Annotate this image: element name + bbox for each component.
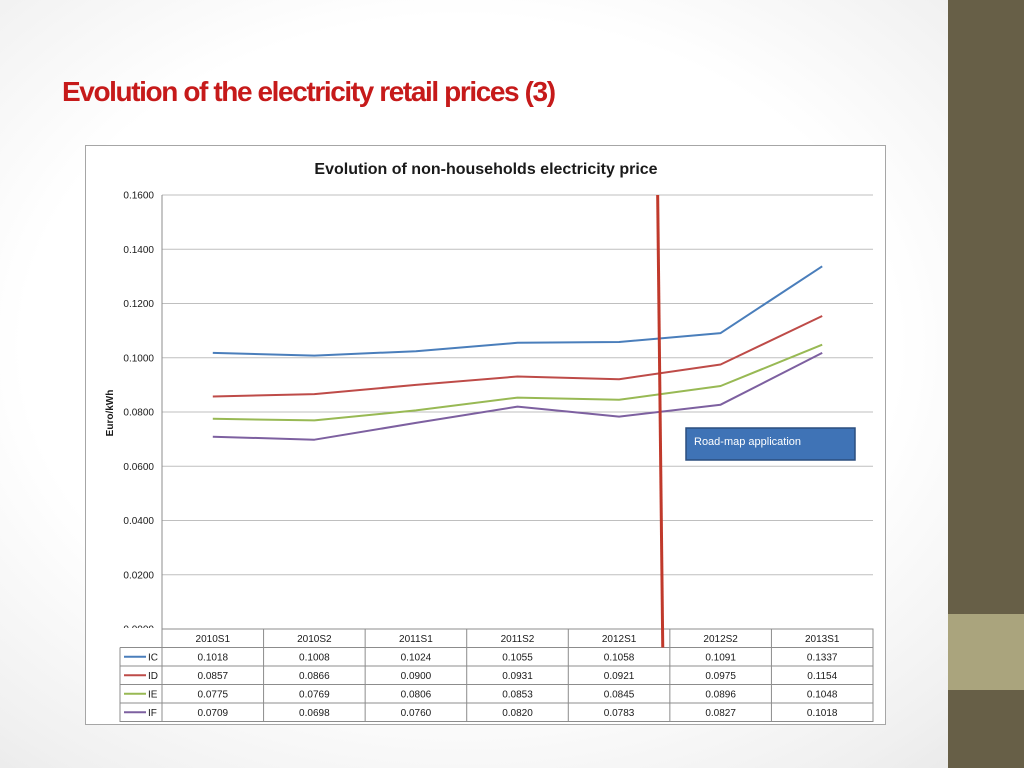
x-tick-label: 2011S1 [399, 634, 433, 645]
data-cell: 0.0698 [299, 708, 330, 719]
y-tick-label: 0.0400 [123, 516, 154, 527]
data-cell: 0.0975 [705, 671, 736, 682]
road-map-callout [685, 427, 856, 461]
x-tick-label: 2012S1 [602, 634, 637, 645]
chart-frame: Evolution of non-households electricity … [85, 145, 886, 725]
data-cell: 0.1018 [197, 652, 228, 663]
data-cell: 0.0853 [502, 689, 533, 700]
y-tick-label: 0.1200 [123, 299, 154, 310]
data-cell: 0.0783 [604, 708, 635, 719]
x-tick-label: 2013S1 [805, 634, 840, 645]
data-cell: 0.1008 [299, 652, 330, 663]
data-cell: 0.0857 [197, 671, 228, 682]
data-cell: 0.0760 [401, 708, 432, 719]
x-tick-label: 2012S2 [703, 634, 738, 645]
table-corner [119, 628, 162, 648]
data-cell: 0.1091 [705, 652, 736, 663]
y-tick-label: 0.0600 [123, 462, 154, 473]
series-layer [212, 265, 823, 441]
x-tick-label: 2011S2 [501, 634, 535, 645]
data-table: 2010S1 2010S2 2011S1 2011S2 2012S1 2012S2 2013… [119, 628, 874, 722]
series-line-id [212, 315, 823, 398]
data-cell: 0.0931 [502, 671, 533, 682]
data-cell: 0.1018 [807, 708, 838, 719]
data-cell: 0.0921 [604, 671, 635, 682]
sidebar-light-accent [948, 614, 1024, 690]
data-cell: 0.1048 [807, 689, 838, 700]
data-cell: 0.0775 [197, 689, 228, 700]
data-cell: 0.1024 [401, 652, 432, 663]
y-tick-label: 0.1600 [123, 191, 154, 202]
legend-label: IE [148, 689, 158, 700]
data-cell: 0.1337 [807, 652, 838, 663]
data-cell: 0.0769 [299, 689, 330, 700]
legend-label: IF [148, 708, 157, 719]
data-cell: 0.1154 [807, 671, 837, 682]
chart-svg: Evolution of non-households electricity … [105, 161, 874, 722]
road-map-marker-line [656, 194, 665, 648]
slide-title: Evolution of the electricity retail pric… [62, 76, 556, 107]
data-cell: 0.1055 [502, 652, 533, 663]
series-line-if [212, 352, 823, 441]
data-cell: 0.1058 [604, 652, 635, 663]
data-cell: 0.0900 [401, 671, 432, 682]
legend-label: ID [148, 671, 158, 682]
annotation-layer: Road-map application [656, 194, 856, 648]
y-axis-ticks: 0.00000.02000.04000.06000.08000.10000.12… [123, 191, 154, 636]
y-tick-label: 0.1000 [123, 353, 154, 364]
data-cell: 0.0820 [502, 708, 533, 719]
y-tick-label: 0.0200 [123, 570, 154, 581]
data-cell: 0.0866 [299, 671, 330, 682]
series-line-ie [212, 343, 823, 422]
data-cell: 0.0845 [604, 689, 635, 700]
data-cell: 0.0827 [705, 708, 736, 719]
legend-label: IC [148, 652, 158, 663]
chart-title: Evolution of non-households electricity … [314, 161, 657, 178]
y-tick-label: 0.1400 [123, 245, 154, 256]
x-tick-label: 2010S1 [196, 634, 231, 645]
data-cell: 0.0896 [705, 689, 736, 700]
grid-layer [161, 194, 873, 630]
road-map-callout-text: Road-map application [694, 436, 801, 448]
x-tick-label: 2010S2 [297, 634, 332, 645]
data-cell: 0.0806 [401, 689, 432, 700]
table-border [119, 628, 874, 722]
series-line-ic [212, 265, 823, 357]
y-tick-label: 0.0800 [123, 408, 154, 419]
data-cell: 0.0709 [197, 708, 228, 719]
y-axis-title: Euro/kWh [105, 390, 116, 437]
